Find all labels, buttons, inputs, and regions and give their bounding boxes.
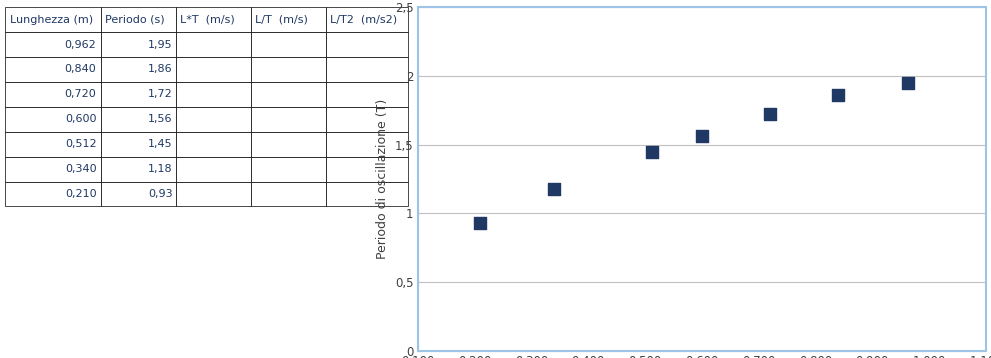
Y-axis label: Periodo di oscillazione (T): Periodo di oscillazione (T) [377, 99, 389, 259]
Point [900, 80, 916, 86]
Point [830, 92, 846, 98]
Point [644, 149, 660, 154]
Point [473, 220, 489, 226]
Point [694, 134, 710, 139]
Point [546, 186, 562, 192]
Point [762, 112, 778, 117]
